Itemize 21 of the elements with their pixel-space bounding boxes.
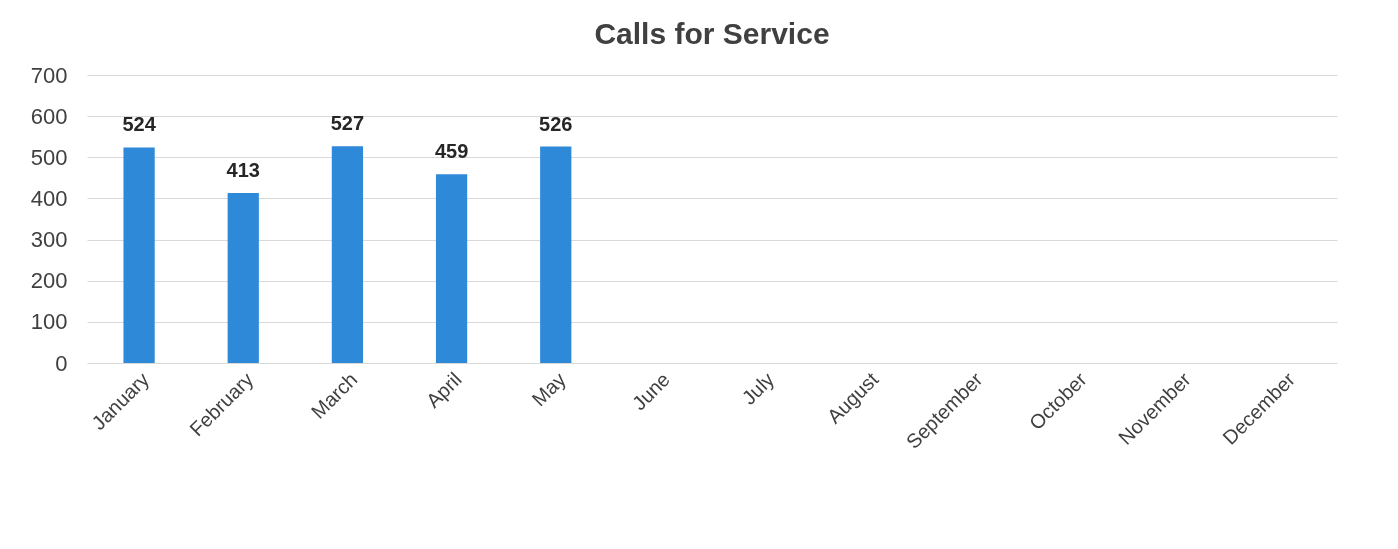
data-label: 459 (434, 140, 469, 163)
y-tick-label: 700 (30, 62, 68, 88)
bar (227, 193, 259, 363)
y-tick-label: 200 (30, 268, 68, 294)
y-tick-label: 600 (30, 103, 68, 129)
data-label: 524 (122, 113, 157, 136)
chart-title: Calls for Service (594, 17, 830, 50)
data-label: 527 (330, 112, 365, 135)
data-label: 526 (539, 112, 573, 135)
y-tick-label: 500 (30, 144, 68, 170)
y-tick-label: 400 (30, 185, 68, 211)
y-tick-label: 100 (30, 309, 68, 335)
bar (331, 146, 364, 363)
bar (123, 147, 155, 363)
data-label: 413 (226, 159, 260, 182)
y-tick-label: 0 (55, 350, 68, 376)
y-tick-label: 300 (30, 227, 68, 253)
x-tick-label: July (737, 368, 779, 409)
bar (435, 174, 468, 363)
bar (540, 146, 572, 363)
x-tick-label: May (527, 368, 570, 411)
